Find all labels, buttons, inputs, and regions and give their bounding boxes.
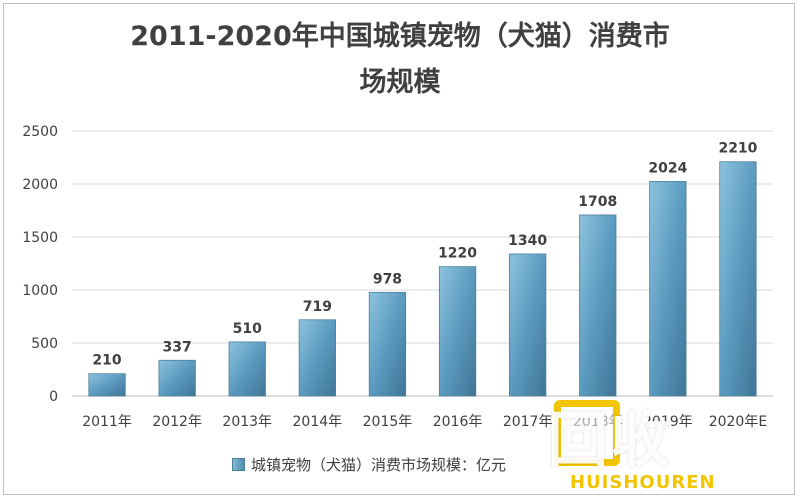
y-tick-label: 1500 xyxy=(22,230,58,246)
data-label: 2024 xyxy=(648,160,687,176)
legend: 城镇宠物（犬猫）消费市场规模：亿元 xyxy=(232,452,506,476)
data-label: 719 xyxy=(303,299,332,315)
legend-swatch xyxy=(232,457,245,471)
data-label: 510 xyxy=(233,321,262,337)
bar xyxy=(509,253,547,397)
data-label: 337 xyxy=(163,339,192,355)
y-tick-label: 500 xyxy=(31,336,58,352)
watermark-text: 回收 xyxy=(548,406,672,476)
data-label: 2210 xyxy=(718,141,757,157)
x-tick-label: 2019年 xyxy=(643,414,693,430)
bar xyxy=(158,359,196,397)
chart-title-line-2: 场规模 xyxy=(359,67,441,98)
data-label: 210 xyxy=(92,353,121,369)
x-tick-label: 2014年 xyxy=(293,414,343,430)
x-tick-label: 2016年 xyxy=(433,414,483,430)
watermark-logo: 回收 HUISHOUREN xyxy=(548,392,788,497)
chart-title: 2011-2020年中国城镇宠物（犬猫）消费市 场规模 xyxy=(0,14,800,106)
x-tick-label: 2015年 xyxy=(363,414,413,430)
bar xyxy=(88,373,126,397)
bar xyxy=(368,291,407,397)
y-tick-label: 2500 xyxy=(22,124,58,140)
bar xyxy=(438,266,477,397)
legend-label: 城镇宠物（犬猫）消费市场规模：亿元 xyxy=(251,455,507,474)
data-label: 1220 xyxy=(438,246,477,262)
x-tick-label: 2013年 xyxy=(222,414,272,430)
y-tick-label: 2000 xyxy=(22,177,58,193)
bar xyxy=(228,341,266,397)
y-tick-label: 0 xyxy=(49,389,58,405)
bar xyxy=(719,161,757,397)
data-label: 1708 xyxy=(578,194,617,210)
watermark-box xyxy=(554,400,620,466)
bar xyxy=(579,214,617,397)
data-label: 1340 xyxy=(508,233,547,249)
x-tick-label: 2020年E xyxy=(709,414,767,430)
bar xyxy=(298,319,336,397)
y-tick-label: 1000 xyxy=(22,283,58,299)
x-tick-label: 2017年 xyxy=(503,414,553,430)
x-tick-label: 2012年 xyxy=(152,414,202,430)
chart-title-line-1: 2011-2020年中国城镇宠物（犬猫）消费市 xyxy=(130,21,670,52)
data-label: 978 xyxy=(373,271,402,287)
watermark-subtext: HUISHOUREN xyxy=(570,472,716,493)
bar xyxy=(649,181,687,397)
x-tick-label: 2011年 xyxy=(82,414,132,430)
